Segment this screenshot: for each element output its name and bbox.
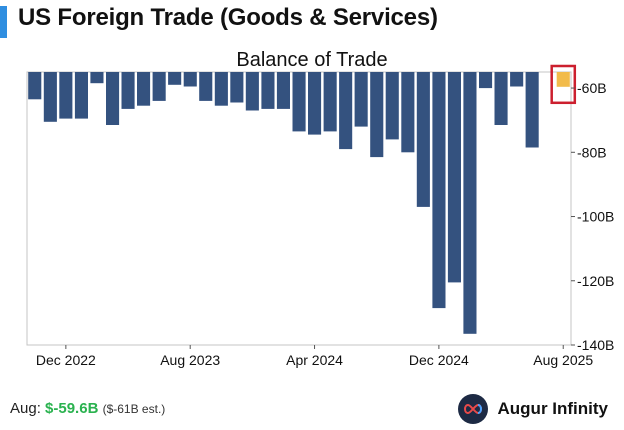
y-axis: -60B -80B -100B -120B -140B xyxy=(571,80,614,353)
y-tick-label: -60B xyxy=(577,80,607,96)
bar-oct-2024 xyxy=(401,72,415,153)
x-tick-label: Dec 2024 xyxy=(409,352,469,368)
bar-jan-2023 xyxy=(74,72,88,119)
x-tick-label: Dec 2022 xyxy=(36,352,96,368)
bar-may-2024 xyxy=(323,72,337,132)
bar-oct-2022 xyxy=(28,72,42,100)
bar-oct-2023 xyxy=(214,72,228,106)
bar-aug-2025 xyxy=(556,72,570,87)
latest-reading-estimate: ($-61B est.) xyxy=(102,402,166,416)
bar-sep-2023 xyxy=(199,72,213,101)
bar-jan-2025 xyxy=(447,72,461,283)
y-tick-label: -120B xyxy=(577,273,614,289)
bars-group xyxy=(28,72,570,334)
x-tick-label: Aug 2025 xyxy=(533,352,593,368)
bar-sep-2024 xyxy=(385,72,399,140)
x-axis: Dec 2022 Aug 2023 Apr 2024 Dec 2024 Aug 2025 xyxy=(36,345,593,368)
bar-jan-2024 xyxy=(261,72,275,109)
brand: Augur Infinity xyxy=(457,394,608,424)
y-tick-label: -100B xyxy=(577,209,614,225)
bar-aug-2023 xyxy=(183,72,197,87)
chart-title: Balance of Trade xyxy=(236,49,387,71)
brand-name: Augur Infinity xyxy=(497,399,608,418)
bar-jun-2025 xyxy=(525,72,539,148)
bar-apr-2024 xyxy=(308,72,322,135)
bar-aug-2024 xyxy=(370,72,384,158)
bar-apr-2023 xyxy=(121,72,135,109)
bar-nov-2022 xyxy=(43,72,57,122)
latest-reading-label: Aug: xyxy=(10,400,41,417)
title-accent-bar xyxy=(0,6,7,38)
bar-feb-2024 xyxy=(276,72,290,109)
bar-jul-2023 xyxy=(168,72,182,85)
latest-reading-value: $-59.6B xyxy=(45,400,99,417)
bar-nov-2023 xyxy=(230,72,244,103)
bar-dec-2023 xyxy=(245,72,259,111)
bar-jun-2023 xyxy=(152,72,166,101)
bar-nov-2024 xyxy=(416,72,430,207)
bar-may-2023 xyxy=(137,72,151,106)
y-tick-label: -140B xyxy=(577,337,614,353)
bar-jun-2024 xyxy=(339,72,353,150)
bar-feb-2025 xyxy=(463,72,477,334)
bar-mar-2023 xyxy=(106,72,120,125)
latest-reading: Aug: $-59.6B ($-61B est.) xyxy=(10,400,165,417)
bar-feb-2023 xyxy=(90,72,104,84)
bar-dec-2022 xyxy=(59,72,73,119)
bar-apr-2025 xyxy=(494,72,508,125)
y-tick-label: -80B xyxy=(577,144,607,160)
bar-mar-2025 xyxy=(479,72,493,89)
bar-dec-2024 xyxy=(432,72,446,309)
x-tick-label: Apr 2024 xyxy=(286,352,343,368)
latest-value-highlight-box xyxy=(550,64,577,105)
bar-mar-2024 xyxy=(292,72,306,132)
bar-may-2025 xyxy=(510,72,524,87)
infinity-icon xyxy=(457,394,488,424)
bar-jul-2024 xyxy=(354,72,368,127)
x-tick-label: Aug 2023 xyxy=(160,352,220,368)
page-title: US Foreign Trade (Goods & Services) xyxy=(18,4,438,31)
